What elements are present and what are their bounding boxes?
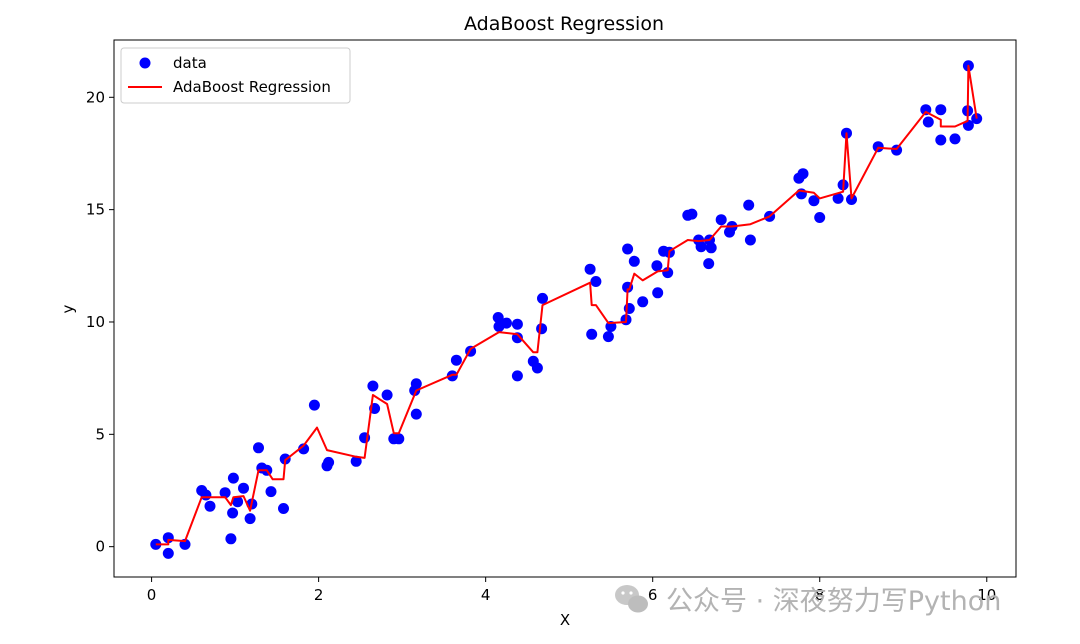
data-point	[238, 482, 249, 494]
data-point	[695, 241, 707, 253]
data-point	[393, 433, 405, 445]
data-point	[227, 472, 239, 484]
watermark: 公众号 · 深夜努力写Python	[615, 585, 1001, 617]
y-tick-label: 15	[86, 201, 105, 219]
x-tick-label: 8	[815, 586, 825, 604]
data-point	[219, 487, 231, 499]
data-point	[846, 194, 857, 205]
data-point	[253, 442, 264, 454]
data-point	[703, 258, 715, 270]
data-point	[511, 318, 523, 330]
x-tick-label: 10	[977, 586, 996, 604]
data-point	[602, 331, 614, 343]
data-point	[536, 323, 548, 335]
x-tick-label: 2	[314, 586, 324, 604]
data-point	[651, 260, 663, 272]
data-point	[278, 503, 289, 514]
data-point	[584, 263, 596, 275]
data-point	[623, 303, 635, 314]
y-axis-label: y	[59, 304, 77, 313]
data-layer	[150, 60, 983, 559]
data-point	[227, 507, 239, 519]
data-point	[705, 242, 717, 254]
data-point	[935, 104, 947, 116]
data-point	[501, 317, 512, 329]
data-point	[232, 496, 244, 508]
data-point	[537, 292, 548, 304]
legend: data AdaBoost Regression	[120, 47, 351, 104]
legend-box	[120, 47, 351, 104]
x-tick-label: 4	[481, 586, 491, 604]
data-point	[446, 370, 458, 382]
data-point	[492, 312, 504, 323]
data-point	[637, 296, 649, 308]
y-tick-label: 20	[86, 88, 105, 106]
data-point	[652, 287, 664, 299]
data-point	[265, 486, 277, 498]
data-point	[686, 208, 698, 220]
data-point	[891, 144, 903, 156]
x-tick-label: 6	[648, 586, 658, 604]
data-point	[922, 116, 934, 128]
data-point	[410, 378, 422, 390]
data-point	[872, 141, 884, 153]
data-point	[814, 212, 826, 223]
data-point	[797, 168, 809, 180]
data-point	[531, 362, 543, 374]
data-point	[298, 443, 310, 455]
data-point	[628, 255, 640, 267]
data-point	[381, 389, 393, 401]
x-tick-label: 0	[147, 586, 157, 604]
plot-area	[114, 40, 1016, 577]
data-point	[244, 513, 256, 525]
data-point	[450, 354, 462, 366]
watermark-text: 公众号 · 深夜努力写Python	[666, 586, 1001, 617]
data-point	[715, 214, 727, 226]
data-point	[744, 234, 756, 246]
data-point	[162, 547, 174, 559]
data-point	[410, 408, 422, 420]
data-point	[367, 380, 379, 392]
y-tick-label: 10	[86, 313, 105, 331]
data-point	[808, 195, 820, 207]
legend-label-data: data	[173, 54, 207, 72]
x-axis-label: X	[560, 611, 570, 629]
x-axis: 0 2 4 6 8 10	[147, 577, 996, 604]
data-point	[590, 276, 602, 287]
y-axis: 0 5 10 15 20	[86, 88, 114, 556]
data-point	[622, 243, 634, 255]
data-point	[350, 455, 362, 467]
chart-title: AdaBoost Regression	[464, 13, 664, 35]
data-point	[832, 192, 844, 204]
wechat-icon	[615, 585, 648, 613]
data-point	[204, 500, 216, 512]
data-point	[308, 399, 320, 411]
data-point	[935, 134, 947, 146]
data-point	[323, 456, 335, 468]
data-point	[225, 533, 237, 545]
data-point	[511, 370, 523, 382]
data-point	[586, 328, 598, 340]
y-tick-label: 5	[95, 425, 105, 443]
plot-frame	[113, 39, 1017, 578]
regression-line	[155, 64, 978, 546]
y-tick-label: 0	[95, 538, 105, 556]
data-point	[743, 199, 755, 211]
data-point	[949, 133, 961, 145]
legend-marker-data	[139, 57, 151, 69]
legend-label-line: AdaBoost Regression	[173, 78, 331, 96]
